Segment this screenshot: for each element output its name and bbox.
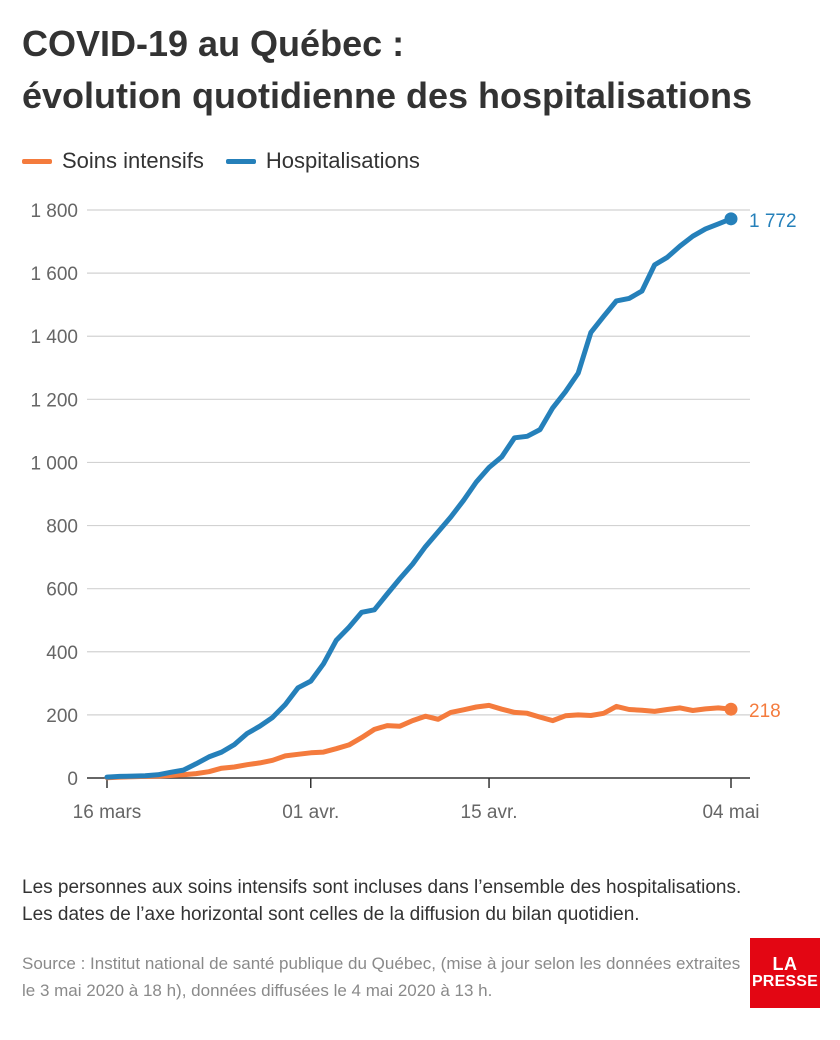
source-text: Source : Institut national de santé publ…: [22, 954, 741, 1000]
series-line-soins-intensifs: [104, 702, 734, 781]
y-axis-tick-labels: 0 200 400 600 800 1 000 1 200 1 400 1 600 1 800: [30, 201, 78, 790]
chart-legend: Soins intensifs Hospitalisations: [22, 148, 420, 174]
chart-title-line-1: COVID-19 au Québec :: [22, 23, 405, 64]
line-chart: 0 200 400 600 800 1 000 1 200 1 400 1 600 1 800 1…: [30, 201, 797, 823]
end-label-hospitalisations: 1 772: [749, 211, 797, 232]
series-line-hospitalisations: [104, 216, 734, 780]
y-tick-label: 1 600: [30, 264, 78, 285]
legend-swatch-soins-intensifs: [22, 158, 52, 164]
end-label-soins-intensifs: 218: [749, 701, 781, 722]
y-tick-label: 1 400: [30, 327, 78, 348]
y-tick-label: 200: [46, 706, 78, 727]
y-tick-label: 0: [67, 769, 78, 790]
y-tick-label: 1 800: [30, 201, 78, 222]
legend-label-soins-intensifs: Soins intensifs: [62, 148, 204, 173]
legend-swatch-hospitalisations: [225, 158, 256, 164]
series-lines: [104, 212, 738, 781]
y-tick-label: 400: [46, 643, 78, 664]
grid-lines: [87, 209, 750, 779]
end-point-soins-intensifs: [724, 702, 738, 716]
y-tick-label: 600: [46, 580, 78, 601]
legend-item-soins-intensifs: Soins intensifs: [22, 148, 204, 174]
note-line-1: Les personnes aux soins intensifs sont i…: [22, 877, 742, 898]
x-tick-label: 01 avr.: [282, 802, 339, 823]
end-point-hospitalisations: [724, 212, 738, 226]
legend-item-hospitalisations: Hospitalisations: [225, 148, 420, 174]
y-tick-label: 1 200: [30, 390, 78, 411]
chart-note: Les personnes aux soins intensifs sont i…: [22, 874, 822, 928]
note-line-2: Les dates de l’axe horizontal sont celle…: [22, 904, 640, 925]
legend-label-hospitalisations: Hospitalisations: [265, 148, 420, 173]
x-axis: 16 mars 01 avr. 15 avr. 04 mai: [73, 778, 760, 823]
la-presse-logo: LA PRESSE: [750, 938, 820, 1008]
logo-text-la: LA: [772, 954, 798, 974]
chart-title-line-2: évolution quotidienne des hospitalisatio…: [22, 75, 753, 116]
chart-title: COVID-19 au Québec : évolution quotidien…: [22, 18, 752, 122]
x-tick-label: 04 mai: [702, 802, 759, 823]
y-tick-label: 1 000: [30, 453, 78, 474]
x-tick-label: 15 avr.: [461, 802, 518, 823]
end-labels: 218 1 772: [749, 211, 797, 722]
logo-text-presse: PRESSE: [751, 973, 819, 990]
y-tick-label: 800: [46, 517, 78, 538]
x-tick-label: 16 mars: [73, 802, 142, 823]
